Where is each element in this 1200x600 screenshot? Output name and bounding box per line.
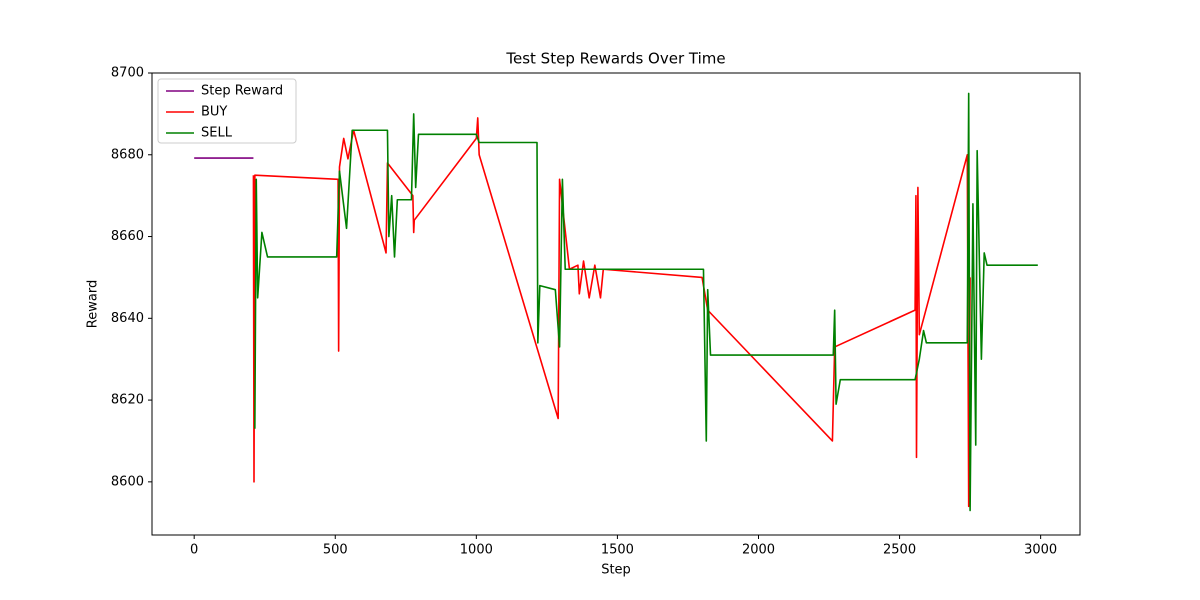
x-tick-label: 3000 [1024,543,1057,558]
series-line [252,117,971,508]
plot-frame [151,72,1081,536]
y-tick-label: 8680 [111,147,144,162]
legend-label: BUY [201,105,227,120]
x-tick-label: 1000 [460,543,493,558]
x-tick-label: 2000 [742,543,775,558]
x-tick-label: 2500 [883,543,916,558]
chart-title: Test Step Rewards Over Time [505,50,725,68]
y-tick-label: 8660 [111,229,144,244]
y-tick-label: 8620 [111,393,144,408]
x-tick-label: 500 [323,543,348,558]
series-line [254,92,1038,512]
y-tick-label: 8700 [111,66,144,81]
legend-label: SELL [201,126,233,141]
y-tick-label: 8640 [111,311,144,326]
legend-label: Step Reward [201,84,283,99]
x-axis-label: Step [601,563,631,578]
x-tick-label: 1500 [601,543,634,558]
y-axis-label: Reward [86,280,101,328]
legend-box [157,78,297,144]
x-tick-label: 0 [190,543,198,558]
y-tick-label: 8600 [111,474,144,489]
